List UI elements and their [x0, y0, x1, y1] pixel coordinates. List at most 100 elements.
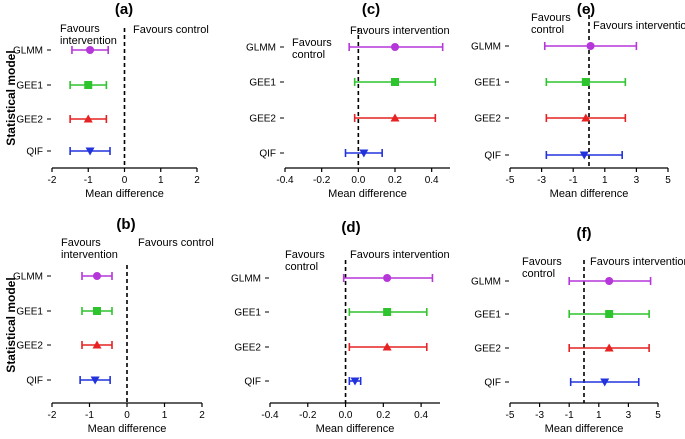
estimate-marker-qif	[359, 149, 369, 158]
left-annotation: intervention	[60, 35, 117, 47]
x-tick-label: 3	[626, 410, 632, 421]
model-label-qif: QIF	[26, 376, 43, 387]
panel-d: (d) -0.4 -0.2 0.0 0.2 0.4 Mean difference Favou…	[231, 219, 450, 435]
panel-f: (f) -5 -3 -1 1 3 5 Mean difference Favourscontro…	[471, 225, 685, 435]
panel-label: (e)	[577, 1, 595, 18]
model-label-qif: QIF	[259, 149, 276, 160]
x-tick-label: 2	[194, 175, 200, 186]
estimate-marker-gee1	[383, 308, 392, 316]
x-tick-label: -5	[506, 410, 515, 421]
x-axis-title: Mean difference	[88, 423, 167, 435]
estimate-marker-glmm	[86, 46, 95, 54]
estimate-marker-qif	[90, 376, 100, 385]
estimate-marker-gee2	[581, 113, 591, 122]
model-label-gee1: GEE1	[474, 78, 501, 89]
model-label-glmm: GLMM	[246, 43, 276, 54]
model-label-gee2: GEE2	[16, 115, 43, 126]
left-annotation: control	[531, 24, 564, 36]
left-annotation: intervention	[61, 249, 118, 261]
model-label-glmm: GLMM	[231, 274, 261, 285]
right-annotation: Favours intervention	[593, 20, 685, 32]
x-axis-title: Mean difference	[85, 188, 164, 200]
estimate-marker-qif	[350, 377, 360, 386]
model-label-qif: QIF	[484, 378, 501, 389]
x-tick-label: -1	[84, 175, 93, 186]
model-label-gee2: GEE2	[249, 114, 276, 125]
x-tick-label: 0	[124, 410, 130, 421]
x-tick-label: -5	[506, 175, 515, 186]
model-label-glmm: GLMM	[471, 277, 501, 288]
panel-b: (b) -2 -1 0 1 2 Mean difference Favoursinterven…	[13, 216, 214, 435]
x-tick-label: 0.2	[376, 410, 390, 421]
x-axis-title: Mean difference	[545, 423, 624, 435]
estimate-marker-gee2	[92, 340, 102, 349]
estimate-marker-gee1	[93, 307, 101, 315]
estimate-marker-gee2	[83, 114, 93, 123]
estimate-marker-qif	[600, 378, 610, 387]
x-tick-label: -1	[85, 410, 94, 421]
x-tick-label: 0.0	[351, 175, 365, 186]
model-label-gee2: GEE2	[16, 341, 43, 352]
model-label-qif: QIF	[484, 151, 501, 162]
estimate-marker-gee2	[382, 342, 392, 351]
model-label-gee1: GEE1	[234, 308, 261, 319]
x-tick-label: 0.2	[388, 175, 402, 186]
x-tick-label: -0.4	[261, 410, 279, 421]
model-label-glmm: GLMM	[13, 272, 43, 283]
x-tick-label: -3	[535, 410, 544, 421]
panel-a: (a) -2 -1 0 1 2 Mean difference Favoursinterven…	[13, 1, 209, 200]
x-tick-label: -1	[565, 410, 574, 421]
x-tick-label: 1	[162, 410, 168, 421]
x-tick-label: -0.4	[276, 175, 294, 186]
panel-label: (a)	[115, 1, 133, 18]
estimate-marker-glmm	[383, 274, 392, 282]
x-tick-label: 2	[199, 410, 205, 421]
x-tick-label: -0.2	[313, 175, 331, 186]
x-axis-title: Mean difference	[328, 188, 407, 200]
x-tick-label: 5	[665, 175, 671, 186]
right-annotation: Favours control	[133, 24, 209, 36]
model-label-gee1: GEE1	[249, 78, 276, 89]
estimate-marker-gee2	[390, 113, 400, 122]
x-tick-label: 1	[158, 175, 164, 186]
panel-label: (d)	[341, 219, 360, 236]
left-annotation: Favours	[61, 237, 101, 249]
estimate-marker-gee2	[604, 343, 614, 352]
panel-c: (c) -0.4 -0.2 0.0 0.2 0.4 Mean difference Favou…	[246, 1, 450, 200]
model-label-gee1: GEE1	[474, 310, 501, 321]
estimate-marker-qif	[579, 151, 589, 160]
x-tick-label: -0.2	[299, 410, 317, 421]
model-label-qif: QIF	[26, 147, 43, 158]
x-tick-label: 0.4	[425, 175, 439, 186]
model-label-gee1: GEE1	[16, 307, 43, 318]
right-annotation: Favours intervention	[350, 249, 450, 261]
left-annotation: control	[292, 49, 325, 61]
left-annotation: Favours	[292, 37, 332, 49]
right-annotation: Favours control	[138, 237, 214, 249]
estimate-marker-gee1	[581, 78, 590, 86]
panel-label: (f)	[577, 225, 592, 242]
model-label-qif: QIF	[244, 377, 261, 388]
y-axis-title: Statistical model	[4, 277, 18, 372]
model-label-glmm: GLMM	[471, 42, 501, 53]
model-label-gee2: GEE2	[234, 343, 261, 354]
x-tick-label: -3	[537, 175, 546, 186]
model-label-gee1: GEE1	[16, 81, 43, 92]
model-label-gee2: GEE2	[474, 114, 501, 125]
left-annotation: Favours	[531, 12, 571, 24]
x-tick-label: 3	[634, 175, 640, 186]
x-tick-label: 1	[596, 410, 602, 421]
x-tick-label: 5	[655, 410, 661, 421]
panel-label: (b)	[116, 216, 135, 233]
x-axis-title: Mean difference	[316, 423, 395, 435]
panel-label: (c)	[362, 1, 380, 18]
x-tick-label: -2	[48, 410, 57, 421]
x-tick-label: 0.0	[339, 410, 353, 421]
panel-e: (e) -5 -3 -1 1 3 5 Mean difference Favourscontro…	[471, 1, 685, 200]
estimate-marker-glmm	[586, 42, 595, 50]
right-annotation: Favours intervention	[350, 25, 450, 37]
model-label-gee2: GEE2	[474, 344, 501, 355]
left-annotation: control	[522, 268, 555, 280]
estimate-marker-glmm	[391, 43, 399, 51]
